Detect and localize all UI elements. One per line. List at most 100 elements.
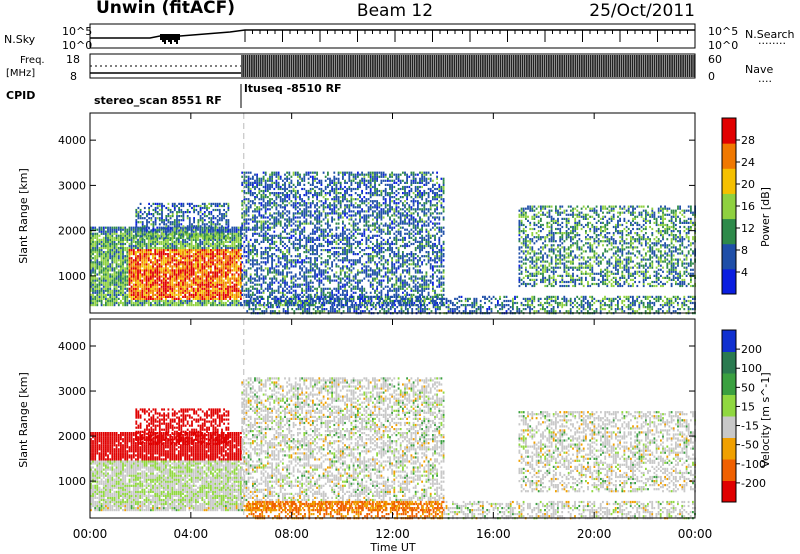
power-cell	[264, 251, 267, 254]
power-cell	[284, 279, 286, 282]
power-cell	[195, 279, 197, 282]
power-cell	[158, 287, 161, 290]
power-cell	[210, 267, 212, 270]
power-cell	[193, 204, 195, 208]
power-cell	[105, 273, 107, 276]
power-cell	[235, 285, 238, 288]
power-cell	[132, 277, 135, 280]
power-cell	[335, 210, 338, 213]
power-cell	[254, 279, 256, 282]
power-cell	[327, 271, 329, 274]
power-cell	[90, 285, 92, 288]
power-cell	[286, 273, 288, 276]
power-cell	[273, 242, 276, 246]
power-cell	[299, 216, 301, 219]
power-cell	[320, 253, 323, 256]
freq-marks	[90, 55, 695, 77]
power-cell	[120, 263, 122, 266]
power-cell	[165, 206, 168, 210]
power-cell	[188, 271, 191, 274]
power-cell	[182, 240, 184, 243]
power-cell	[292, 246, 295, 250]
power-cell	[205, 226, 208, 229]
power-cell	[130, 269, 133, 272]
power-cell	[158, 277, 161, 280]
power-cell	[286, 287, 288, 290]
power-cell	[262, 204, 265, 207]
power-cell	[207, 293, 210, 296]
power-cell	[277, 183, 280, 186]
power-cell	[294, 236, 297, 239]
power-cell	[249, 253, 252, 256]
power-cell	[135, 287, 137, 290]
power-cell	[241, 212, 244, 215]
power-cell	[305, 275, 308, 278]
power-cell	[190, 271, 193, 274]
power-cell	[171, 297, 174, 300]
power-cell	[100, 287, 103, 290]
power-cell	[100, 232, 103, 235]
power-cell	[299, 255, 301, 258]
power-cell	[282, 198, 284, 201]
power-cell	[229, 295, 232, 298]
power-cell	[113, 238, 116, 241]
power-cell	[124, 238, 127, 241]
power-cell	[288, 291, 291, 294]
power-cell	[94, 259, 97, 262]
power-cell	[120, 244, 122, 248]
power-cell	[329, 242, 331, 246]
power-cell	[173, 265, 176, 268]
power-cell	[107, 255, 109, 258]
power-cell	[262, 253, 265, 256]
power-cell	[247, 228, 250, 231]
power-cell	[335, 251, 338, 254]
power-cell	[277, 194, 280, 197]
power-cell	[113, 297, 116, 300]
power-cell	[294, 297, 297, 300]
power-cell	[218, 223, 221, 226]
power-cell	[333, 304, 336, 307]
power-cell	[160, 275, 163, 278]
power-cell	[342, 173, 344, 176]
power-cell	[297, 285, 299, 288]
power-cell	[318, 212, 321, 215]
power-cell	[210, 221, 213, 224]
power-cell	[109, 249, 112, 252]
power-cell	[305, 255, 308, 258]
power-cell	[288, 222, 291, 225]
power-cell	[107, 228, 109, 231]
power-cell	[307, 206, 310, 209]
power-cell	[316, 226, 318, 229]
power-cell	[254, 216, 256, 219]
power-cell	[132, 265, 135, 268]
power-cell	[190, 242, 193, 246]
power-cell	[201, 295, 204, 298]
power-cell	[225, 223, 228, 226]
power-cell	[284, 218, 286, 221]
power-cell	[190, 238, 193, 241]
power-cell	[102, 287, 105, 290]
power-cell	[167, 253, 169, 256]
power-cell	[331, 261, 333, 264]
power-cell	[337, 238, 340, 241]
power-cell	[240, 257, 242, 260]
power-cell	[207, 261, 210, 264]
power-cell	[327, 204, 329, 207]
power-cell	[169, 269, 172, 272]
power-cell	[299, 304, 301, 307]
power-cell	[180, 287, 182, 290]
power-cell	[275, 301, 278, 305]
power-cell	[102, 242, 105, 246]
power-cell	[199, 261, 202, 264]
power-cell	[249, 181, 252, 184]
power-cell	[267, 177, 269, 180]
power-cell	[173, 277, 176, 280]
power-cell	[229, 246, 232, 250]
power-cell	[130, 279, 133, 282]
power-cell	[173, 293, 176, 296]
power-cell	[212, 301, 214, 305]
power-cell	[299, 212, 301, 215]
power-cell	[188, 228, 191, 231]
power-cell	[307, 210, 310, 213]
power-cell	[152, 208, 155, 212]
